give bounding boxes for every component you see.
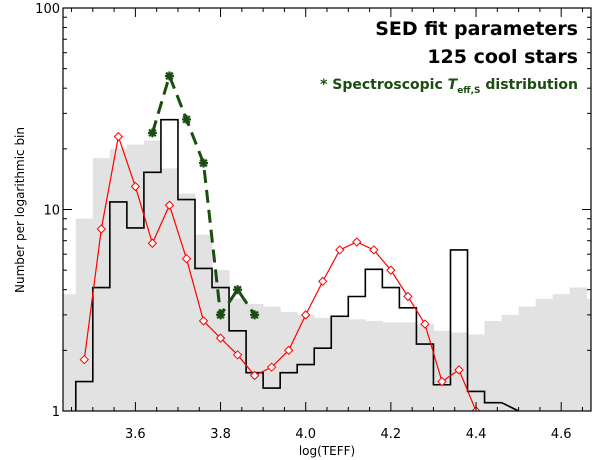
series-0-point-7 [198, 316, 209, 326]
x-tick-label-0: 3.6 [125, 427, 146, 442]
grey-bin-15 [314, 317, 332, 411]
series-1-point-4 [216, 310, 226, 320]
grey-bin-6 [160, 168, 179, 411]
series-0-point-16 [352, 237, 362, 247]
series-0-point-12 [283, 345, 294, 356]
grey-bin-18 [365, 320, 383, 411]
spectroscopic-note: * Spectroscopic Teff,S distribution [320, 77, 578, 96]
series-0-point-10 [249, 370, 260, 381]
series-0 [79, 131, 481, 411]
series-0-point-21 [437, 376, 447, 387]
x-tick-label-4: 4.4 [466, 427, 487, 442]
series-0-point-20 [420, 319, 430, 329]
grey-bin-4 [126, 144, 145, 411]
grey-bin-27 [518, 306, 537, 411]
series-1-point-2 [181, 114, 191, 124]
grey-bin-22 [433, 330, 451, 411]
series-0-point-11 [266, 362, 277, 372]
series-0-point-1 [96, 224, 107, 234]
series-0-point-3 [130, 181, 141, 192]
series-0-point-0 [79, 354, 89, 365]
series-1 [147, 71, 260, 320]
black-histogram [74, 118, 519, 411]
grey-bin-26 [501, 314, 520, 411]
series-0-line [83, 134, 477, 411]
series-1-point-6 [250, 310, 260, 320]
grey-bin-11 [246, 303, 264, 411]
series-0-point-18 [386, 265, 396, 275]
grey-bin-2 [92, 158, 111, 411]
chart-subtitle: 125 cool stars [427, 46, 578, 68]
x-axis-title: log(TEFF) [299, 444, 355, 458]
grey-bin-24 [467, 334, 486, 411]
grey-bin-5 [143, 140, 162, 411]
black-histogram-step [74, 118, 519, 411]
series-0-point-13 [301, 310, 311, 320]
series-1-point-1 [164, 71, 174, 81]
grey-bin-16 [331, 317, 349, 411]
note-suffix: distribution [481, 77, 579, 93]
y-tick-label-2: 100 [35, 2, 60, 17]
series-1-point-3 [199, 158, 209, 168]
grey-bin-25 [484, 320, 503, 411]
series-0-point-4 [147, 238, 158, 248]
grey-bin-14 [297, 314, 315, 411]
grey-bin-31 [586, 298, 591, 411]
series-0-point-8 [215, 333, 226, 343]
grey-bin-3 [109, 148, 128, 411]
note-symbol: T [448, 77, 459, 93]
series-0-point-14 [318, 276, 328, 287]
grey-bin-12 [263, 306, 281, 411]
x-tick-label-1: 3.8 [210, 427, 231, 442]
series-0-point-9 [232, 350, 243, 360]
x-tick-label-5: 4.6 [551, 427, 572, 442]
grey-histogram [63, 140, 591, 411]
note-prefix: * Spectroscopic [320, 77, 448, 93]
axis-ticks [63, 7, 591, 412]
series-0-point-15 [335, 245, 345, 255]
series-0-point-6 [181, 253, 192, 264]
series-1-point-0 [147, 128, 157, 138]
series-0-point-17 [369, 245, 379, 255]
series-1-point-5 [233, 285, 243, 295]
note-subscript: eff,S [457, 86, 480, 96]
y-tick-label-1: 10 [43, 204, 60, 219]
grey-bin-28 [535, 298, 554, 411]
y-axis-title: Number per logarithmic bin [13, 127, 27, 293]
grey-bin-0 [63, 294, 77, 411]
series-0-point-2 [113, 131, 124, 142]
x-tick-label-3: 4.2 [381, 427, 402, 442]
y-tick-label-0: 1 [52, 405, 60, 420]
grey-bin-17 [348, 319, 366, 411]
grey-bin-13 [280, 311, 298, 411]
x-tick-label-2: 4.0 [295, 427, 316, 442]
grey-bin-7 [177, 193, 196, 411]
grey-bin-1 [75, 218, 94, 411]
tick-labels: 3.6 3.8 4.0 4.2 4.4 4.6 1 10 100 [35, 2, 571, 442]
grey-bin-29 [552, 294, 571, 411]
grey-bin-30 [569, 287, 588, 411]
grey-bin-19 [382, 322, 400, 411]
grey-bin-21 [416, 324, 434, 411]
grey-bin-20 [399, 322, 417, 411]
chart-title: SED fit parameters [375, 18, 578, 40]
series-0-point-19 [403, 291, 413, 302]
series-0-point-5 [164, 200, 175, 210]
series-0-point-22 [454, 365, 464, 375]
series-layer [79, 71, 481, 411]
